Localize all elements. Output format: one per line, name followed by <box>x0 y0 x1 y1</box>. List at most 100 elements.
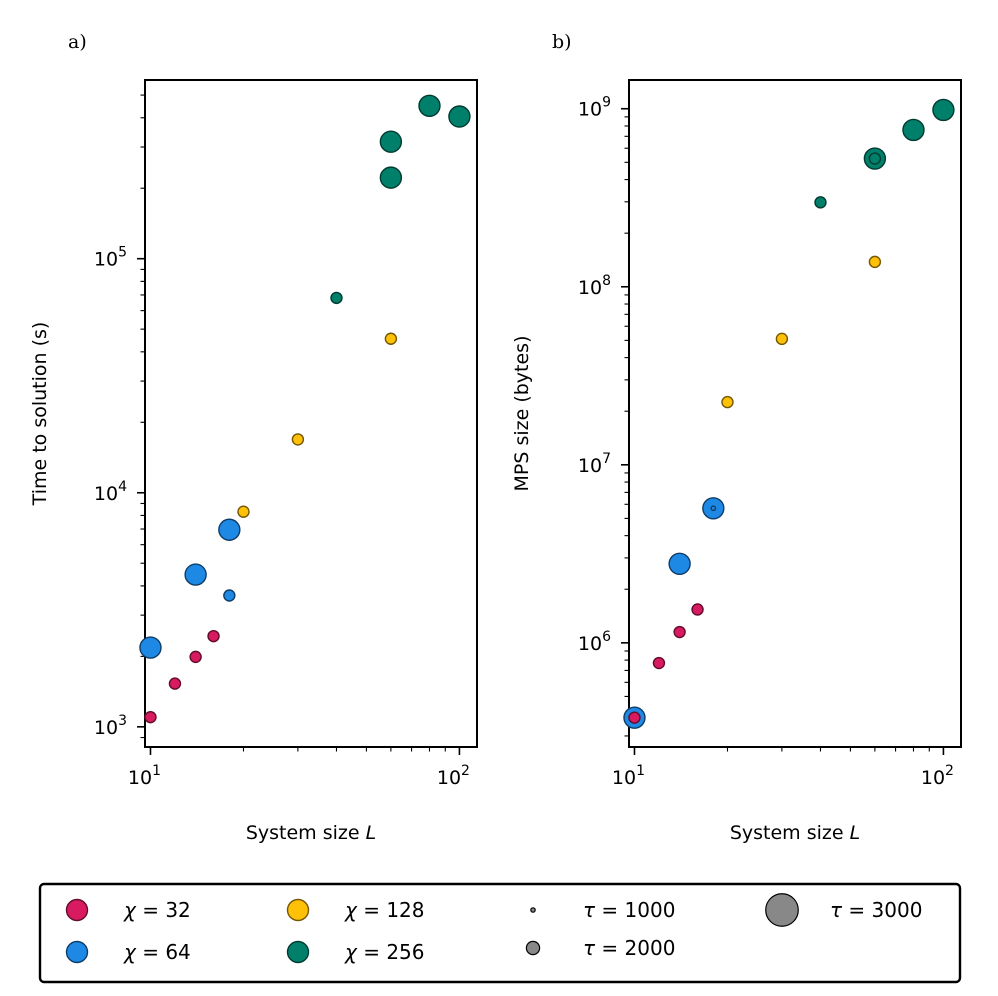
legend-value: = 64 <box>136 940 191 964</box>
y-axis-label: Time to solution (s) <box>29 322 51 507</box>
x-tick-exponent: 1 <box>152 763 161 779</box>
y-tick-exponent: 5 <box>118 245 127 261</box>
y-tick-label: 104 <box>94 479 127 505</box>
panel-tag: b) <box>552 31 572 53</box>
y-tick-exponent: 9 <box>602 95 611 111</box>
data-point <box>139 636 162 659</box>
legend-marker <box>65 940 89 964</box>
x-axis-label: System size L <box>730 822 860 844</box>
x-tick-exponent: 1 <box>636 763 645 779</box>
legend-value: = 1000 <box>595 898 675 922</box>
legend-symbol: χ <box>344 940 358 964</box>
legend-symbol: χ <box>123 940 137 964</box>
legend-value: = 256 <box>357 940 425 964</box>
data-point <box>628 711 641 724</box>
data-point <box>223 589 236 602</box>
y-tick-label: 108 <box>578 273 611 299</box>
data-point <box>237 505 250 518</box>
data-point <box>814 196 827 209</box>
data-point <box>168 677 182 690</box>
legend-marker <box>525 940 541 956</box>
data-point <box>775 332 789 346</box>
y-tick-label: 107 <box>578 451 611 477</box>
y-tick-exponent: 3 <box>118 713 127 729</box>
data-point <box>144 710 157 724</box>
plot-frame <box>628 79 962 748</box>
x-axis-label: System size L <box>246 822 376 844</box>
data-point <box>668 552 691 575</box>
x-tick-exponent: 2 <box>461 763 470 779</box>
legend-label: τ = 3000 <box>830 898 922 922</box>
legend-label: χ = 128 <box>344 898 425 922</box>
legend-symbol: τ <box>583 898 596 922</box>
legend-marker <box>765 893 799 927</box>
plot-frame <box>144 79 478 748</box>
x-tick-exponent: 2 <box>945 763 954 779</box>
legend-value: = 32 <box>136 898 191 922</box>
data-point <box>184 563 207 586</box>
legend-label: χ = 256 <box>344 940 425 964</box>
data-point <box>652 656 666 670</box>
legend-label: τ = 1000 <box>583 898 675 922</box>
y-tick-label: 109 <box>578 95 611 121</box>
panel-tag: a) <box>68 31 87 53</box>
x-axis-variable: L <box>850 822 861 844</box>
x-tick-label: 102 <box>437 763 470 789</box>
legend-symbol: χ <box>123 898 137 922</box>
legend-marker <box>286 898 310 922</box>
legend-item: τ = 2000 <box>525 936 675 960</box>
data-point <box>691 603 704 616</box>
y-tick-exponent: 4 <box>118 479 127 495</box>
legend-symbol: τ <box>583 936 596 960</box>
panel-a: a) 101 102 103 104 105 System size L Time to so… <box>29 31 478 844</box>
legend-label: τ = 2000 <box>583 936 675 960</box>
data-point <box>710 505 717 512</box>
y-tick-label: 103 <box>94 713 127 739</box>
x-axis-variable: L <box>366 822 377 844</box>
data-point <box>932 98 955 122</box>
legend-label: χ = 32 <box>123 898 191 922</box>
x-tick-label: 101 <box>128 763 161 789</box>
data-point <box>673 625 686 639</box>
data-point <box>218 518 241 541</box>
legend-symbol: χ <box>344 898 358 922</box>
y-tick-exponent: 7 <box>602 451 611 467</box>
legend-label: χ = 64 <box>123 940 191 964</box>
data-point <box>379 130 403 153</box>
data-point <box>721 395 734 409</box>
data-point <box>384 332 398 345</box>
y-axis-label: MPS size (bytes) <box>511 336 533 492</box>
data-point <box>868 255 882 269</box>
y-tick-label: 105 <box>94 245 127 271</box>
legend-item: χ = 32 <box>65 898 191 922</box>
legend-value: = 2000 <box>595 936 675 960</box>
data-point <box>448 105 471 128</box>
x-tick-label: 101 <box>612 763 645 789</box>
x-tick-label: 102 <box>921 763 954 789</box>
panel-b: b) 101 102 106 107 108 109 System size L MPS siz… <box>511 31 962 844</box>
data-point <box>868 152 882 165</box>
legend-marker <box>65 898 89 922</box>
data-point <box>379 166 403 189</box>
legend-value: = 128 <box>357 898 425 922</box>
legend-item: τ = 1000 <box>530 898 675 922</box>
legend-value: = 3000 <box>842 898 922 922</box>
legend-frame <box>38 882 962 984</box>
legend-item: τ = 3000 <box>765 893 922 927</box>
legend-symbol: τ <box>830 898 843 922</box>
data-point <box>207 629 220 643</box>
legend-item: χ = 128 <box>286 898 425 922</box>
data-point <box>418 94 441 117</box>
y-tick-exponent: 6 <box>602 629 611 645</box>
legend-item: χ = 64 <box>65 940 191 964</box>
data-point <box>902 118 925 142</box>
data-point <box>189 650 202 664</box>
y-tick-exponent: 8 <box>602 273 611 289</box>
legend-marker <box>530 907 536 913</box>
data-point <box>291 433 305 446</box>
data-point <box>330 291 343 305</box>
legend-item: χ = 256 <box>286 940 425 964</box>
legend-marker <box>286 940 310 964</box>
